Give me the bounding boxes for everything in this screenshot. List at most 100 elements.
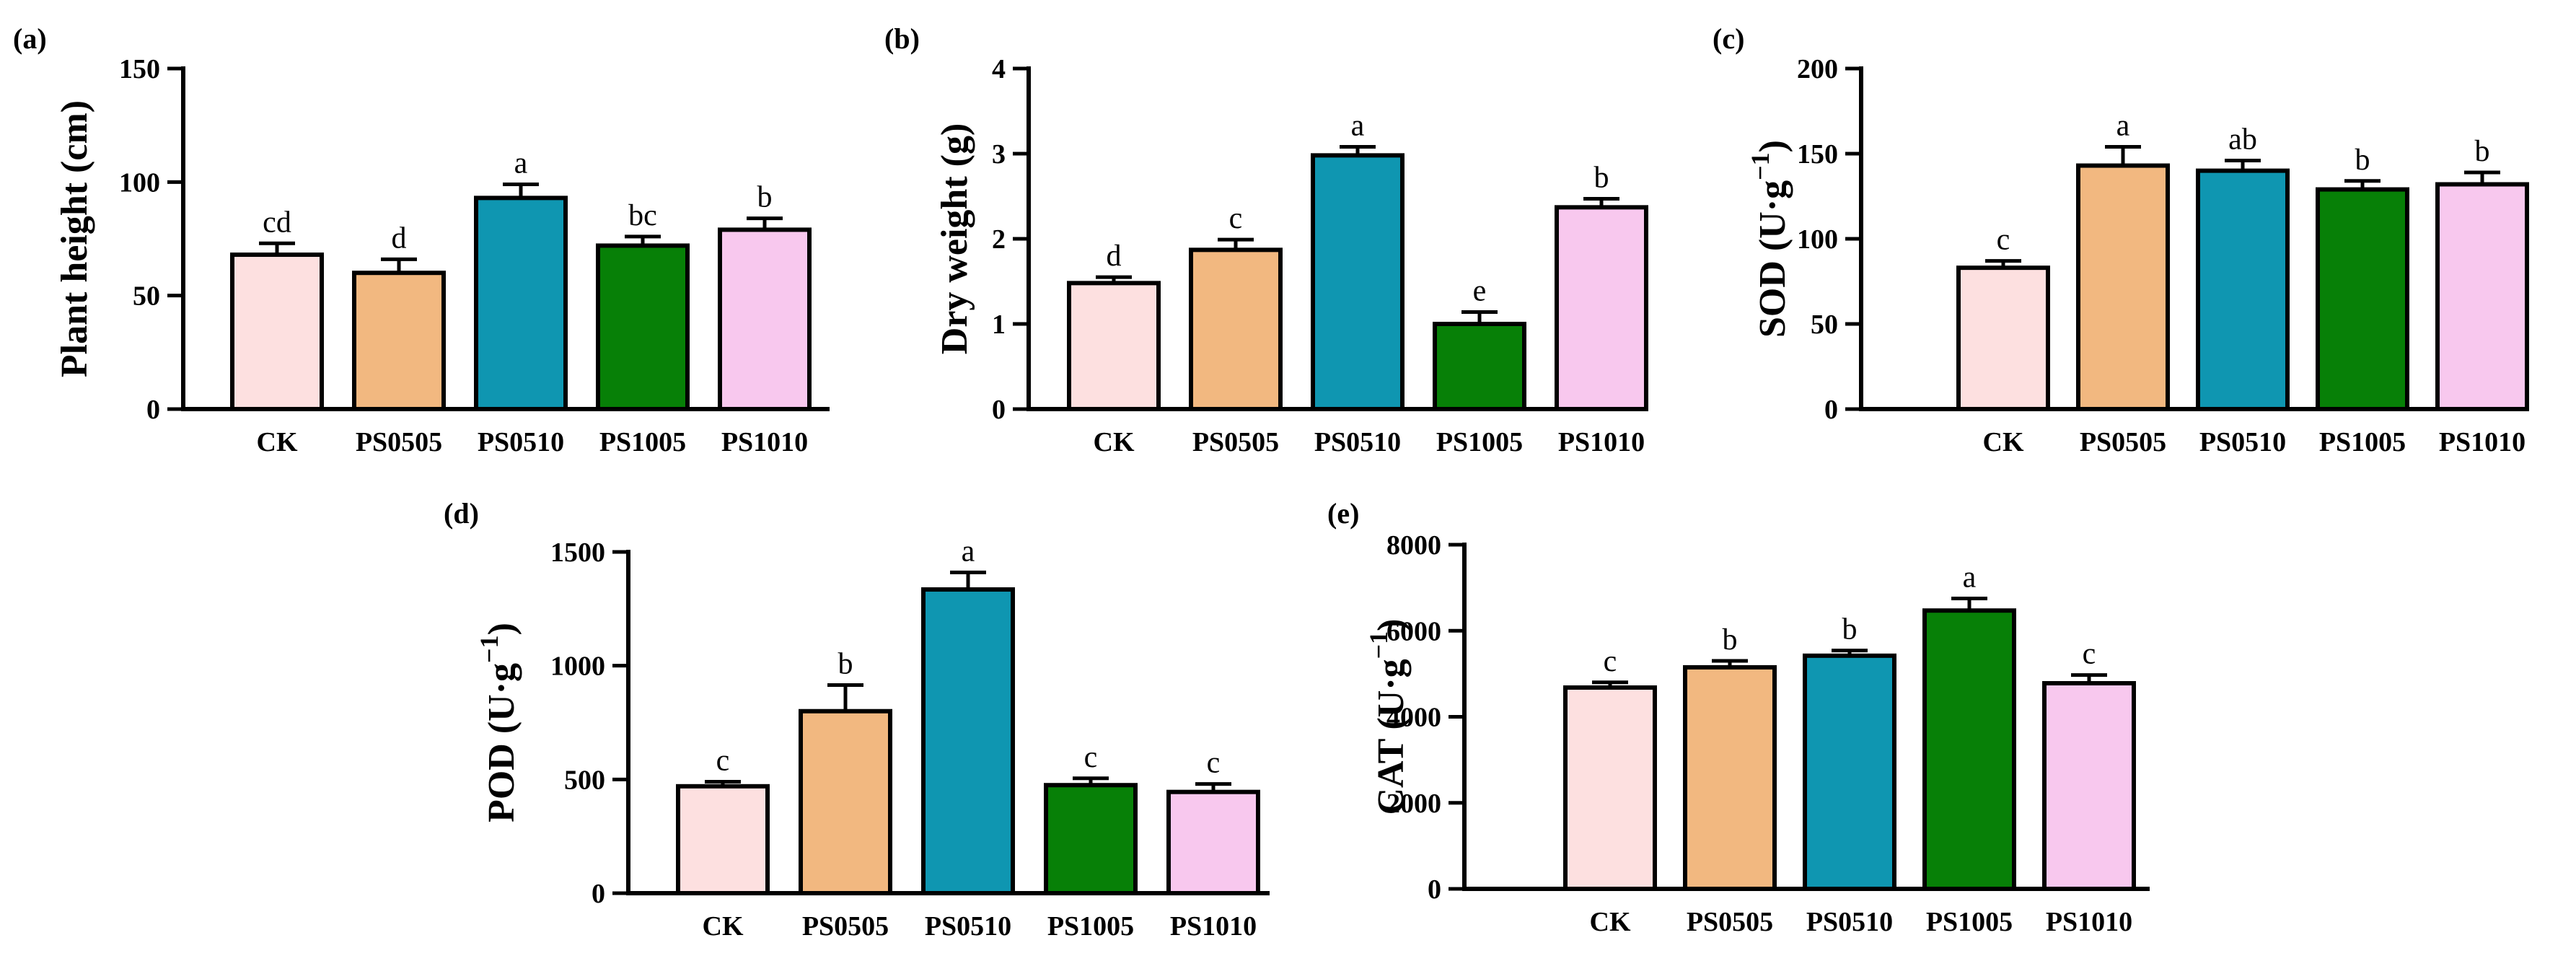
chart-panel-2: c CK a PS0505 ab PS0510 b PS1005 b PS1010 0 50 100 15… — [1713, 22, 2529, 457]
y-tick-label: 200 — [1797, 54, 1838, 84]
panel-label: (c) — [1713, 22, 1744, 55]
category-label: PS1010 — [1558, 427, 1645, 457]
category-label: PS0505 — [356, 427, 442, 457]
y-tick-label: 8000 — [1386, 530, 1441, 561]
y-axis-label: SOD (U·g−1) — [1746, 140, 1793, 338]
significance-label: b — [1842, 613, 1858, 646]
bar — [1044, 783, 1138, 896]
category-label: PS0510 — [2199, 427, 2286, 457]
category-label: PS0510 — [1314, 427, 1401, 457]
significance-label: bc — [628, 199, 657, 232]
category-label: CK — [1983, 427, 2024, 457]
significance-label: a — [1351, 110, 1365, 143]
bar — [799, 708, 892, 895]
y-axis-label: Plant height (cm) — [54, 100, 95, 377]
y-tick-label: 50 — [1811, 310, 1838, 340]
bar — [921, 587, 1015, 896]
chart-panel-3: c CK b PS0505 a PS0510 c PS1005 c PS1010 0 500 1000 1… — [444, 497, 1270, 942]
bar — [1166, 789, 1260, 895]
category-label: PS1005 — [2319, 427, 2406, 457]
category-label: PS0510 — [925, 911, 1011, 942]
bar — [676, 784, 770, 895]
chart-panel-0: cd CK d PS0505 a PS0510 bc PS1005 b PS1010 0 50 100 1… — [13, 22, 830, 457]
bar — [718, 227, 812, 411]
bar — [2435, 182, 2529, 411]
category-label: PS1010 — [2439, 427, 2526, 457]
y-tick-label: 0 — [592, 879, 605, 909]
bar — [352, 271, 446, 412]
significance-label: a — [514, 146, 528, 180]
significance-label: ab — [2228, 123, 2257, 156]
significance-label: cd — [263, 206, 291, 239]
category-label: CK — [703, 911, 744, 942]
significance-label: d — [392, 221, 407, 255]
category-label: PS1010 — [721, 427, 808, 457]
significance-label: b — [757, 181, 773, 214]
y-tick-label: 100 — [1797, 224, 1838, 255]
bar — [1311, 153, 1405, 412]
y-tick-label: 2000 — [1386, 789, 1441, 819]
y-tick-label: 150 — [1797, 139, 1838, 170]
bar — [474, 196, 568, 411]
bar — [1803, 653, 1896, 892]
significance-label: b — [838, 647, 853, 680]
bar — [1433, 322, 1526, 411]
category-label: PS0510 — [478, 427, 564, 457]
significance-label: a — [962, 535, 975, 568]
significance-label: c — [716, 744, 730, 777]
significance-label: d — [1107, 240, 1122, 273]
bar — [1067, 281, 1161, 411]
significance-label: a — [2116, 110, 2130, 143]
significance-label: c — [1229, 202, 1243, 235]
y-tick-label: 6000 — [1386, 616, 1441, 646]
significance-label: c — [2083, 638, 2096, 671]
category-label: PS1010 — [2046, 907, 2132, 937]
y-tick-label: 0 — [992, 395, 1006, 425]
y-tick-label: 4 — [992, 54, 1006, 84]
y-tick-label: 0 — [1824, 395, 1838, 425]
chart-panel-1: d CK c PS0505 a PS0510 e PS1005 b PS1010 0 1 2 3 4 Dry … — [884, 22, 1648, 457]
category-label: PS1005 — [1926, 907, 2013, 937]
y-axis-label: Dry weight (g) — [934, 123, 975, 355]
significance-label: b — [2475, 135, 2490, 168]
category-label: PS1005 — [1436, 427, 1523, 457]
significance-label: a — [1963, 561, 1977, 595]
category-label: PS1005 — [1047, 911, 1134, 942]
chart-panel-4: c CK b PS0505 b PS0510 a PS1005 c PS1010 0 2000 4000… — [1327, 497, 2150, 937]
bar — [2316, 187, 2409, 411]
significance-label: b — [2355, 144, 2370, 177]
panel-label: (e) — [1327, 497, 1359, 530]
y-tick-label: 0 — [1428, 874, 1441, 905]
category-label: PS0505 — [802, 911, 889, 942]
y-tick-label: 50 — [133, 281, 160, 312]
y-tick-label: 3 — [992, 139, 1006, 170]
bar — [1956, 266, 2050, 411]
y-tick-label: 4000 — [1386, 703, 1441, 733]
bar — [1555, 205, 1648, 411]
panel-label: (a) — [13, 22, 47, 55]
y-axis-label: POD (U·g−1) — [475, 623, 522, 822]
category-label: CK — [1590, 907, 1631, 937]
y-tick-label: 1 — [992, 310, 1006, 340]
category-label: PS0510 — [1806, 907, 1893, 937]
category-label: PS0505 — [1192, 427, 1279, 457]
y-tick-label: 500 — [564, 765, 605, 795]
category-label: PS1005 — [599, 427, 686, 457]
significance-label: e — [1473, 274, 1487, 307]
category-label: PS1010 — [1170, 911, 1257, 942]
category-label: PS0505 — [2080, 427, 2166, 457]
y-tick-label: 1500 — [550, 538, 605, 568]
bar — [1189, 247, 1283, 411]
panel-label: (b) — [884, 22, 920, 55]
y-tick-label: 1000 — [550, 651, 605, 682]
category-label: PS0505 — [1687, 907, 1773, 937]
bar — [2042, 680, 2136, 891]
bar — [596, 243, 690, 411]
significance-label: c — [1997, 224, 2010, 257]
y-tick-label: 100 — [119, 167, 160, 198]
bar — [1922, 608, 2016, 891]
y-tick-label: 2 — [992, 224, 1006, 255]
significance-label: c — [1604, 645, 1617, 678]
